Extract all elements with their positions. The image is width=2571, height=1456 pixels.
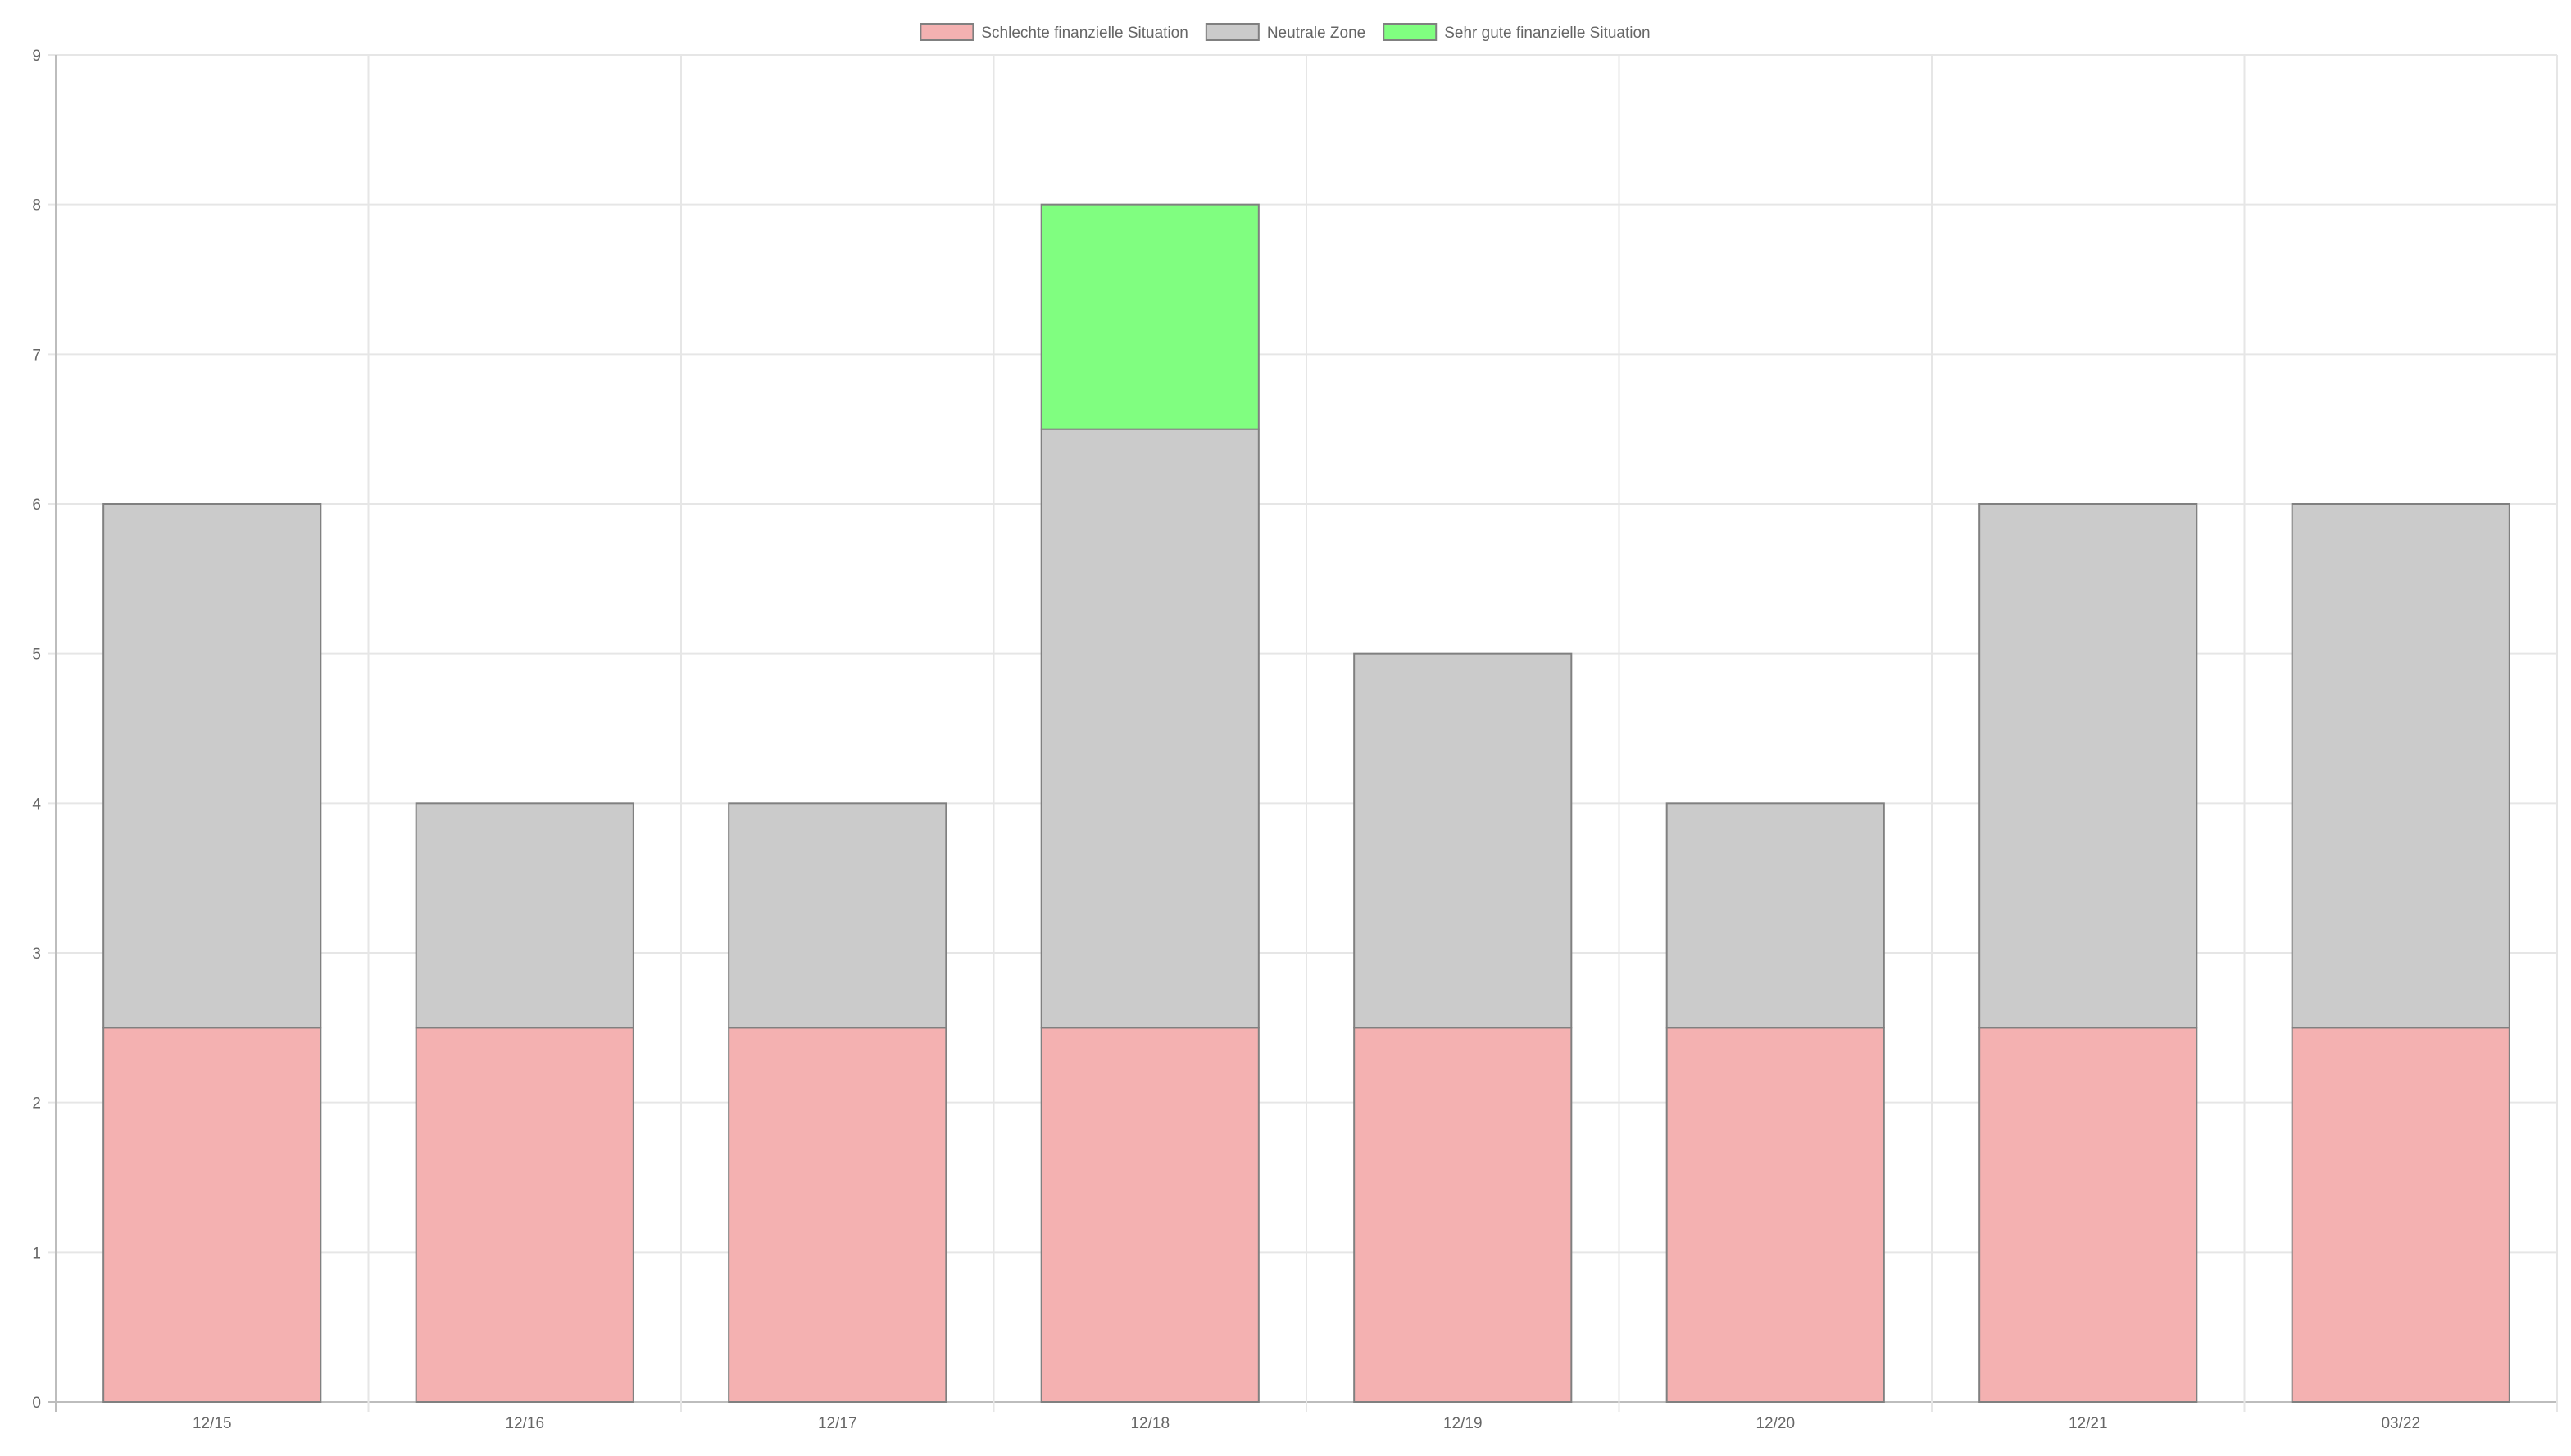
bars [102,203,2510,1404]
bar-segment[interactable] [1040,203,1260,430]
legend-label[interactable]: Schlechte finanzielle Situation [981,25,1188,42]
legend-swatch[interactable] [1205,23,1260,41]
y-tick-label: 7 [32,347,41,364]
x-tick-label: 12/21 [2069,1415,2108,1432]
legend[interactable]: Schlechte finanzielle Situation Neutrale … [920,23,1651,42]
bar-segment[interactable] [1353,1027,1573,1404]
y-tick-label: 8 [32,197,41,215]
bar-segment[interactable] [1665,802,1885,1029]
y-tick-label: 5 [32,646,41,664]
bar-segment[interactable] [102,1027,322,1404]
bar-segment[interactable] [2291,503,2510,1029]
x-tick-label: 12/16 [505,1415,544,1432]
y-tick-label: 4 [32,796,41,813]
y-tick-label: 2 [32,1095,41,1113]
y-tick-label: 3 [32,946,41,963]
x-tick-label: 12/19 [1443,1415,1483,1432]
bar-segment[interactable] [102,503,322,1029]
bar-segment[interactable] [728,802,947,1029]
x-tick-label: 03/22 [2381,1415,2420,1432]
y-tick-label: 1 [32,1245,41,1262]
grid-lines [48,54,2558,1412]
x-tick-label: 12/20 [1756,1415,1795,1432]
x-tick-label: 12/17 [818,1415,857,1432]
bar-segment[interactable] [1040,1027,1260,1404]
legend-label[interactable]: Sehr gute finanzielle Situation [1444,25,1650,42]
y-tick-label: 9 [32,48,41,65]
y-tick-label: 0 [32,1395,41,1412]
bar-segment[interactable] [1353,652,1573,1029]
bar-segment[interactable] [1665,1027,1885,1404]
bar-segment[interactable] [1978,1027,2198,1404]
bar-segment[interactable] [1040,428,1260,1029]
x-tick-label: 12/15 [193,1415,232,1432]
legend-swatch[interactable] [920,23,974,41]
legend-label[interactable]: Neutrale Zone [1267,25,1365,42]
bar-segment[interactable] [415,802,634,1029]
bar-segment[interactable] [415,1027,634,1404]
y-tick-label: 6 [32,497,41,514]
bar-segment[interactable] [2291,1027,2510,1404]
x-tick-label: 12/18 [1130,1415,1170,1432]
bar-segment[interactable] [1978,503,2198,1029]
bar-segment[interactable] [728,1027,947,1404]
legend-swatch[interactable] [1383,23,1438,41]
axes: 0 1 2 3 4 5 6 7 8 9 12/15 12/16 12/17 12/18 12/19 12/20… [32,48,2420,1432]
